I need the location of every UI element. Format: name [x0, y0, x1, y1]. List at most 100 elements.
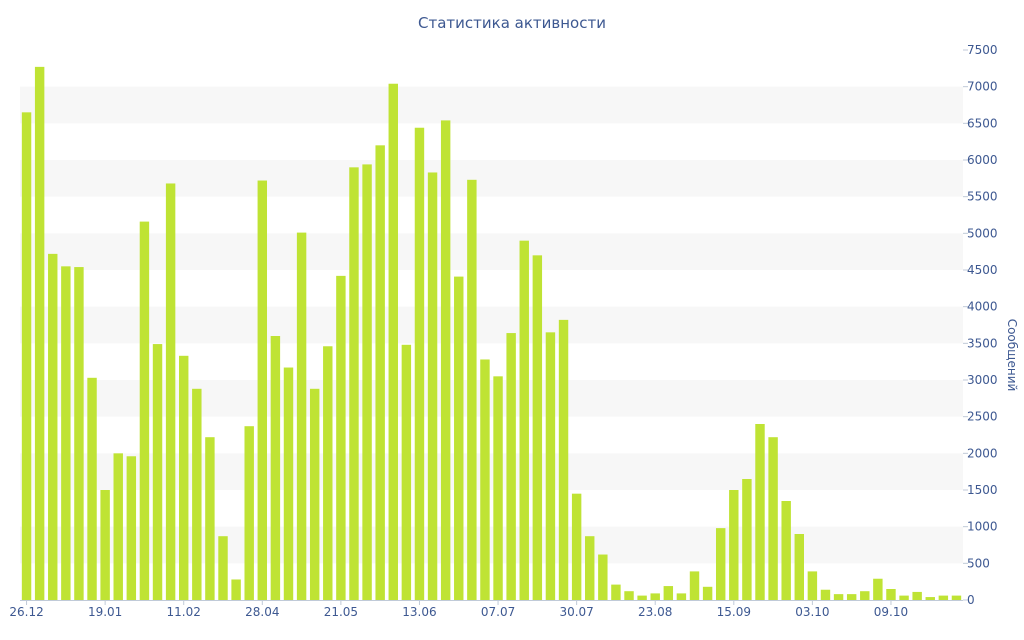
- grid-bands: [20, 86, 963, 564]
- bar[interactable]: [676, 593, 687, 600]
- bar[interactable]: [768, 437, 778, 600]
- bar[interactable]: [34, 66, 45, 601]
- bar[interactable]: [519, 240, 529, 601]
- grid-band: [20, 453, 963, 490]
- bar[interactable]: [886, 589, 896, 600]
- y-axis-title: Сообщений: [1005, 319, 1019, 392]
- bar[interactable]: [506, 333, 516, 600]
- bar[interactable]: [296, 232, 307, 600]
- grid-band: [20, 380, 963, 417]
- bar[interactable]: [663, 586, 674, 600]
- y-tick-label: 500: [967, 556, 990, 570]
- y-tick-label: 5000: [967, 226, 998, 240]
- bar[interactable]: [493, 376, 503, 600]
- x-tick-label: 28.04: [245, 605, 279, 619]
- bar[interactable]: [375, 145, 385, 600]
- bar[interactable]: [139, 221, 150, 600]
- bar[interactable]: [571, 493, 582, 600]
- bar[interactable]: [218, 536, 228, 600]
- bar[interactable]: [283, 367, 294, 600]
- bar[interactable]: [21, 112, 32, 600]
- bar-series: [21, 66, 962, 601]
- bar[interactable]: [257, 180, 268, 600]
- bar[interactable]: [454, 276, 464, 600]
- x-tick-label: 26.12: [9, 605, 43, 619]
- bar[interactable]: [480, 359, 490, 600]
- bar[interactable]: [401, 344, 412, 600]
- bar[interactable]: [702, 586, 713, 600]
- bar[interactable]: [362, 164, 372, 600]
- bar[interactable]: [545, 332, 556, 600]
- bar[interactable]: [388, 83, 398, 601]
- bar[interactable]: [349, 167, 359, 600]
- grid-band: [20, 526, 963, 564]
- bar[interactable]: [152, 344, 163, 600]
- bar[interactable]: [61, 266, 71, 600]
- grid-band: [20, 233, 963, 270]
- bar[interactable]: [715, 528, 726, 600]
- bar[interactable]: [846, 594, 857, 600]
- bar[interactable]: [48, 253, 58, 600]
- y-tick-label: 3000: [967, 373, 998, 387]
- bar[interactable]: [440, 120, 451, 601]
- x-tick-label: 11.02: [167, 605, 201, 619]
- x-tick-label: 13.06: [402, 605, 436, 619]
- y-tick-label: 7000: [967, 80, 998, 94]
- bar[interactable]: [729, 490, 739, 600]
- bar[interactable]: [100, 490, 110, 600]
- bar[interactable]: [611, 584, 621, 600]
- bar[interactable]: [794, 534, 804, 600]
- bar[interactable]: [231, 579, 241, 600]
- bar[interactable]: [781, 501, 791, 600]
- bar[interactable]: [87, 377, 97, 600]
- x-tick-label: 21.05: [324, 605, 358, 619]
- bar[interactable]: [309, 388, 320, 600]
- bar[interactable]: [126, 456, 137, 600]
- bar[interactable]: [205, 437, 215, 600]
- bar[interactable]: [558, 319, 569, 600]
- y-tick-label: 3500: [967, 336, 998, 350]
- bar[interactable]: [165, 183, 176, 600]
- bar[interactable]: [585, 536, 595, 600]
- bar[interactable]: [532, 255, 543, 600]
- bar[interactable]: [912, 591, 922, 600]
- x-tick-label: 03.10: [795, 605, 829, 619]
- bar[interactable]: [414, 127, 425, 600]
- bar[interactable]: [860, 591, 870, 600]
- bar[interactable]: [742, 479, 752, 600]
- bar[interactable]: [873, 578, 883, 600]
- bar[interactable]: [755, 424, 765, 600]
- bar[interactable]: [113, 453, 123, 600]
- x-tick-label: 30.07: [559, 605, 593, 619]
- bar[interactable]: [192, 388, 202, 600]
- bar[interactable]: [833, 594, 844, 600]
- bar[interactable]: [427, 172, 438, 600]
- bar[interactable]: [938, 595, 949, 600]
- bar[interactable]: [74, 267, 84, 600]
- chart-title: Статистика активности: [418, 14, 606, 32]
- bar[interactable]: [951, 595, 962, 600]
- y-tick-label: 4500: [967, 263, 998, 277]
- bar[interactable]: [467, 179, 477, 601]
- bar[interactable]: [899, 595, 909, 600]
- grid-band: [20, 160, 963, 197]
- bar[interactable]: [179, 355, 189, 600]
- y-tick-label: 2500: [967, 410, 998, 424]
- x-tick-label: 23.08: [638, 605, 672, 619]
- bar[interactable]: [650, 593, 660, 600]
- bar[interactable]: [336, 275, 346, 600]
- x-tick-label: 09.10: [874, 605, 908, 619]
- x-tick-label: 07.07: [481, 605, 515, 619]
- bar[interactable]: [820, 589, 831, 600]
- bar[interactable]: [598, 554, 608, 600]
- bar[interactable]: [323, 346, 333, 600]
- bar[interactable]: [244, 426, 254, 600]
- bar[interactable]: [807, 571, 818, 600]
- bar[interactable]: [689, 571, 700, 600]
- bar[interactable]: [925, 597, 935, 600]
- x-axis-ticks: 26.12 19.01 11.02 28.04 21.05 13.06 07.07 30.07…: [9, 600, 908, 619]
- bar[interactable]: [637, 595, 647, 600]
- bar[interactable]: [270, 336, 281, 600]
- bar[interactable]: [624, 591, 634, 600]
